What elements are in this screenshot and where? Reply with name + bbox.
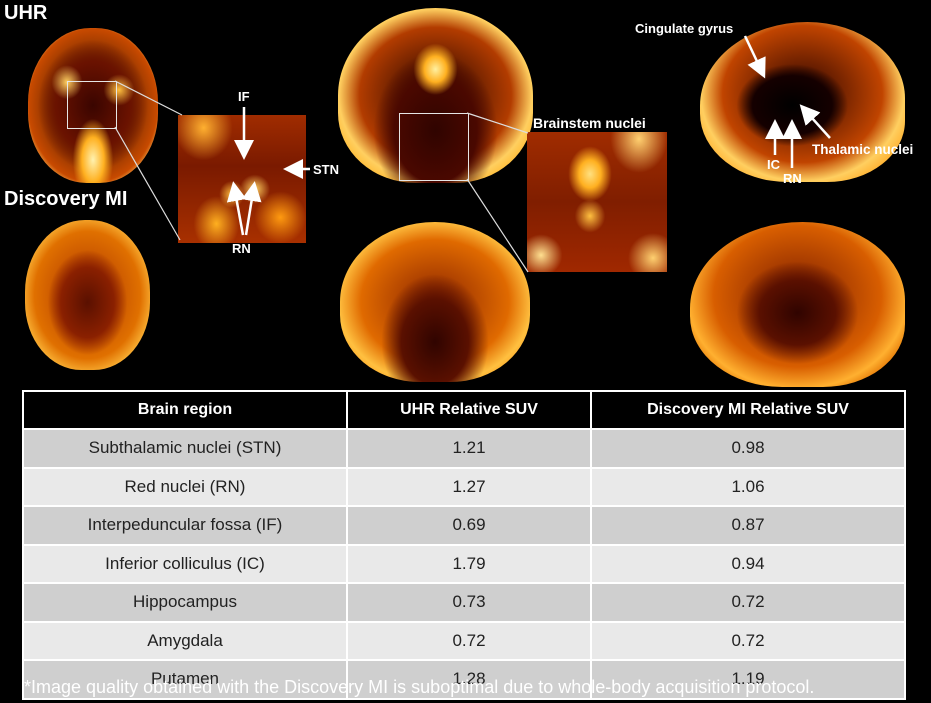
suv-table: Brain region UHR Relative SUV Discovery … bbox=[22, 390, 906, 700]
table-header-row: Brain region UHR Relative SUV Discovery … bbox=[22, 390, 906, 430]
cell-region: Putamen bbox=[22, 660, 348, 700]
cell-dmi: 0.72 bbox=[590, 583, 906, 623]
discovery-sagittal-scan bbox=[690, 222, 905, 387]
connector-line bbox=[466, 112, 529, 134]
rn-axial-label: RN bbox=[232, 241, 251, 256]
table-row: Interpeduncular fossa (IF) 0.69 0.87 bbox=[22, 506, 906, 546]
thalamic-arrow-icon bbox=[799, 104, 831, 139]
cell-dmi: 1.19 bbox=[590, 660, 906, 700]
cingulate-arrow-icon bbox=[743, 35, 766, 79]
coronal-roi-box bbox=[399, 113, 469, 181]
header-uhr-suv: UHR Relative SUV bbox=[346, 390, 592, 430]
if-label: IF bbox=[238, 89, 250, 104]
thalamic-nuclei-label: Thalamic nuclei bbox=[812, 142, 914, 157]
ic-label: IC bbox=[767, 157, 780, 172]
rn-sagittal-label: RN bbox=[783, 171, 802, 186]
annotation-overlay bbox=[114, 35, 831, 273]
connector-line bbox=[466, 178, 529, 273]
cell-uhr: 1.79 bbox=[346, 544, 592, 584]
table-row: Amygdala 0.72 0.72 bbox=[22, 621, 906, 661]
table-row: Hippocampus 0.73 0.72 bbox=[22, 583, 906, 623]
uhr-coronal-scan bbox=[338, 8, 533, 183]
cell-region: Hippocampus bbox=[22, 583, 348, 623]
cell-region: Inferior colliculus (IC) bbox=[22, 544, 348, 584]
cingulate-gyrus-label: Cingulate gyrus bbox=[635, 21, 734, 36]
cell-region: Red nuclei (RN) bbox=[22, 467, 348, 507]
cell-uhr: 1.27 bbox=[346, 467, 592, 507]
stn-label: STN bbox=[313, 162, 339, 177]
cell-uhr: 1.21 bbox=[346, 429, 592, 469]
rn-arrow-icon bbox=[226, 181, 247, 236]
cell-dmi: 0.87 bbox=[590, 506, 906, 546]
uhr-label: UHR bbox=[4, 2, 48, 24]
brainstem-nuclei-label: Brainstem nuclei bbox=[533, 115, 646, 131]
cell-dmi: 0.94 bbox=[590, 544, 906, 584]
table-row: Inferior colliculus (IC) 1.79 0.94 bbox=[22, 544, 906, 584]
cell-uhr: 1.28 bbox=[346, 660, 592, 700]
connector-line bbox=[114, 80, 183, 116]
axial-roi-box bbox=[67, 81, 117, 129]
cell-region: Amygdala bbox=[22, 621, 348, 661]
uhr-sagittal-scan bbox=[700, 22, 905, 182]
cell-dmi: 0.98 bbox=[590, 429, 906, 469]
table-row: Subthalamic nuclei (STN) 1.21 0.98 bbox=[22, 429, 906, 469]
cell-uhr: 0.73 bbox=[346, 583, 592, 623]
discovery-axial-scan bbox=[25, 220, 150, 370]
cell-dmi: 0.72 bbox=[590, 621, 906, 661]
table-row: Putamen 1.28 1.19 bbox=[22, 660, 906, 700]
cell-dmi: 1.06 bbox=[590, 467, 906, 507]
table-row: Red nuclei (RN) 1.27 1.06 bbox=[22, 467, 906, 507]
uhr-axial-scan bbox=[28, 28, 158, 183]
discovery-mi-label: Discovery MI bbox=[4, 188, 128, 210]
cell-region: Interpeduncular fossa (IF) bbox=[22, 506, 348, 546]
cell-uhr: 0.69 bbox=[346, 506, 592, 546]
coronal-zoom-inset bbox=[527, 132, 667, 272]
discovery-coronal-scan bbox=[340, 222, 530, 382]
header-brain-region: Brain region bbox=[22, 390, 348, 430]
axial-zoom-inset bbox=[178, 115, 306, 243]
connector-line bbox=[114, 126, 181, 241]
footnote: *Image quality obtained with the Discove… bbox=[24, 677, 815, 697]
rn-arrow-icon bbox=[241, 181, 262, 236]
cell-region: Subthalamic nuclei (STN) bbox=[22, 429, 348, 469]
header-discovery-suv: Discovery MI Relative SUV bbox=[590, 390, 906, 430]
cell-uhr: 0.72 bbox=[346, 621, 592, 661]
